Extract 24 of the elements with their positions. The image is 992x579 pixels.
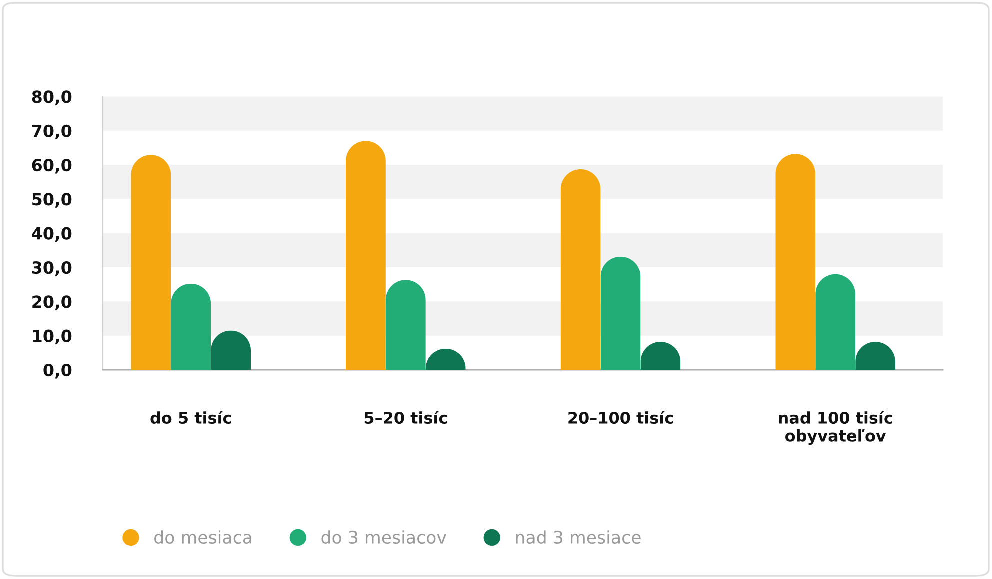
bar xyxy=(816,274,856,370)
legend-label: do 3 mesiacov xyxy=(322,530,446,544)
bar xyxy=(560,169,601,370)
legend-label: nad 3 mesiace xyxy=(516,530,641,544)
x-tick-label: 5–20 tisíc xyxy=(364,411,448,424)
bar xyxy=(346,141,386,370)
x-tick-label: nad 100 tisíc obyvateľov xyxy=(779,411,892,446)
legend-label: do mesiaca xyxy=(154,530,252,544)
y-tick-label: 40,0 xyxy=(32,227,72,242)
bar xyxy=(600,256,641,370)
bar xyxy=(386,280,426,370)
bar xyxy=(171,284,212,370)
x-tick-label: 20–100 tisíc xyxy=(568,411,674,424)
y-tick-label: 0,0 xyxy=(44,364,72,379)
bar xyxy=(131,155,172,370)
y-tick-label: 20,0 xyxy=(32,296,72,310)
x-tick-label: do 5 tisíc xyxy=(150,411,232,424)
bar xyxy=(776,154,816,370)
y-tick-label: 10,0 xyxy=(33,330,72,345)
y-tick-label: 30,0 xyxy=(32,261,72,276)
y-tick-label: 50,0 xyxy=(32,193,72,208)
y-tick-label: 70,0 xyxy=(32,124,72,140)
y-tick-label: 80,0 xyxy=(32,90,72,106)
y-tick-label: 60,0 xyxy=(32,158,72,174)
